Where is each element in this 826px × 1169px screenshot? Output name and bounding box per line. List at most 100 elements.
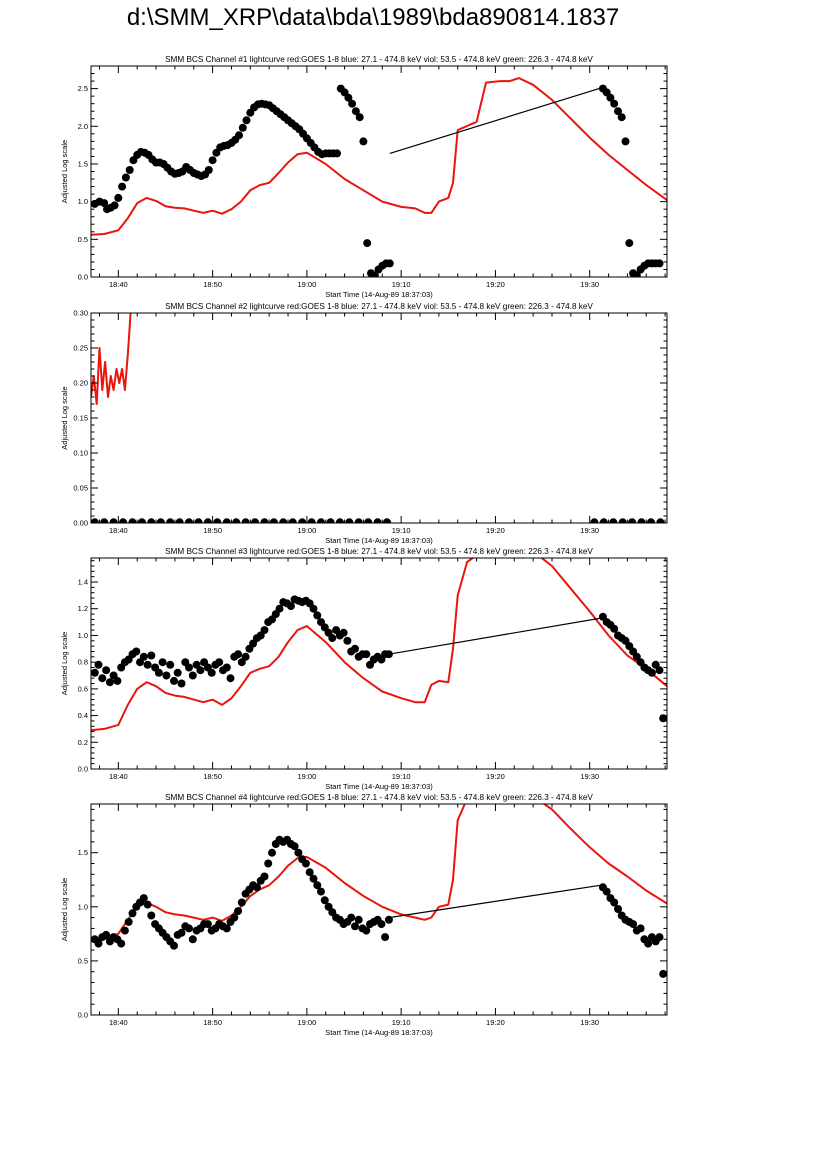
data-point: [373, 518, 382, 523]
y-tick-label: 1.0: [78, 902, 88, 911]
data-point: [614, 905, 622, 913]
chart-title: SMM BCS Channel #1 lightcurve red:GOES 1…: [165, 55, 593, 64]
chart-panel-3: SMM BCS Channel #3 lightcurve red:GOES 1…: [60, 547, 668, 791]
x-tick-label: 19:10: [392, 526, 411, 535]
data-point: [348, 99, 357, 108]
data-point: [226, 674, 235, 683]
y-tick-label: 1.5: [78, 848, 88, 857]
x-tick-label: 19:30: [580, 526, 599, 535]
data-point: [232, 518, 241, 523]
data-point: [102, 666, 111, 675]
x-tick-label: 18:40: [109, 280, 128, 289]
data-point: [230, 913, 239, 922]
plot-frame: [90, 312, 668, 524]
data-point: [655, 666, 664, 675]
data-point: [203, 518, 212, 523]
data-point: [590, 518, 599, 523]
chart-panel-2: SMM BCS Channel #2 lightcurve red:GOES 1…: [60, 302, 668, 545]
x-tick-label: 19:30: [580, 772, 599, 781]
x-tick-label: 18:50: [203, 526, 222, 535]
plot-frame: [90, 803, 668, 1016]
y-tick-label: 0.8: [78, 658, 88, 667]
data-point: [132, 647, 141, 656]
x-tick-label: 18:40: [109, 772, 128, 781]
data-point: [351, 107, 360, 116]
data-point: [260, 626, 269, 635]
data-point: [109, 518, 118, 523]
data-point: [617, 113, 626, 122]
data-point: [100, 199, 109, 208]
data-point: [294, 848, 303, 857]
data-point: [222, 924, 231, 933]
data-point: [268, 848, 276, 857]
data-point: [137, 518, 146, 523]
data-point: [121, 173, 130, 182]
data-point: [170, 676, 178, 685]
series-group: [91, 804, 667, 978]
chart-panel-4: SMM BCS Channel #4 lightcurve red:GOES 1…: [60, 793, 668, 1037]
data-point: [363, 239, 372, 248]
x-tick-label: 19:00: [297, 280, 316, 289]
data-point: [301, 859, 310, 868]
y-axis-label: Adjusted Log scale: [60, 878, 69, 941]
y-tick-label: 0.30: [73, 309, 88, 318]
y-tick-label: 0.0: [78, 1011, 88, 1020]
y-tick-label: 0.2: [78, 738, 88, 747]
data-point: [118, 182, 127, 191]
data-point: [143, 660, 152, 669]
y-tick-label: 1.0: [78, 197, 88, 206]
data-point: [644, 939, 653, 948]
y-tick-label: 0.5: [78, 235, 88, 244]
x-tick-label: 19:30: [580, 280, 599, 289]
data-point: [185, 924, 193, 933]
data-point: [344, 93, 353, 102]
data-point: [124, 917, 133, 926]
data-point: [307, 518, 316, 523]
y-tick-label: 1.0: [78, 631, 88, 640]
x-axis-label: Start Time (14-Aug-89 18:37:03): [325, 782, 433, 791]
data-point: [309, 874, 318, 883]
data-point: [194, 518, 203, 523]
data-point: [94, 939, 103, 948]
data-point: [290, 842, 299, 851]
data-point: [656, 518, 665, 523]
y-tick-label: 2.5: [78, 84, 88, 93]
chart-title: SMM BCS Channel #3 lightcurve red:GOES 1…: [165, 547, 593, 556]
x-tick-label: 19:30: [580, 1018, 599, 1027]
data-point: [362, 926, 371, 935]
y-tick-label: 0.5: [78, 956, 88, 965]
data-point: [143, 900, 152, 909]
data-point: [105, 678, 114, 687]
data-point: [355, 113, 364, 122]
data-point: [241, 652, 250, 661]
x-tick-label: 18:40: [109, 526, 128, 535]
data-point: [139, 652, 148, 661]
plot-frame: [90, 557, 668, 770]
data-point: [215, 658, 224, 667]
data-point: [655, 933, 664, 942]
data-point: [637, 518, 646, 523]
series-group: [91, 313, 665, 523]
data-point: [264, 859, 273, 868]
goes-line: [91, 313, 132, 405]
data-point: [288, 518, 297, 523]
x-tick-label: 18:40: [109, 1018, 128, 1027]
y-axis-label: Adjusted Log scale: [60, 140, 69, 203]
data-point: [102, 930, 111, 939]
data-point: [286, 602, 295, 611]
data-point: [162, 671, 171, 680]
data-point: [120, 926, 129, 935]
data-point: [647, 668, 656, 677]
data-point: [381, 933, 390, 942]
y-tick-label: 0.10: [73, 449, 88, 458]
x-tick-label: 19:10: [392, 1018, 411, 1027]
data-point: [345, 518, 354, 523]
data-point: [621, 137, 630, 146]
data-point: [333, 149, 341, 158]
data-point: [313, 881, 322, 890]
data-point: [238, 123, 247, 132]
data-point: [354, 518, 363, 523]
data-point: [335, 518, 344, 523]
data-point: [377, 920, 386, 929]
